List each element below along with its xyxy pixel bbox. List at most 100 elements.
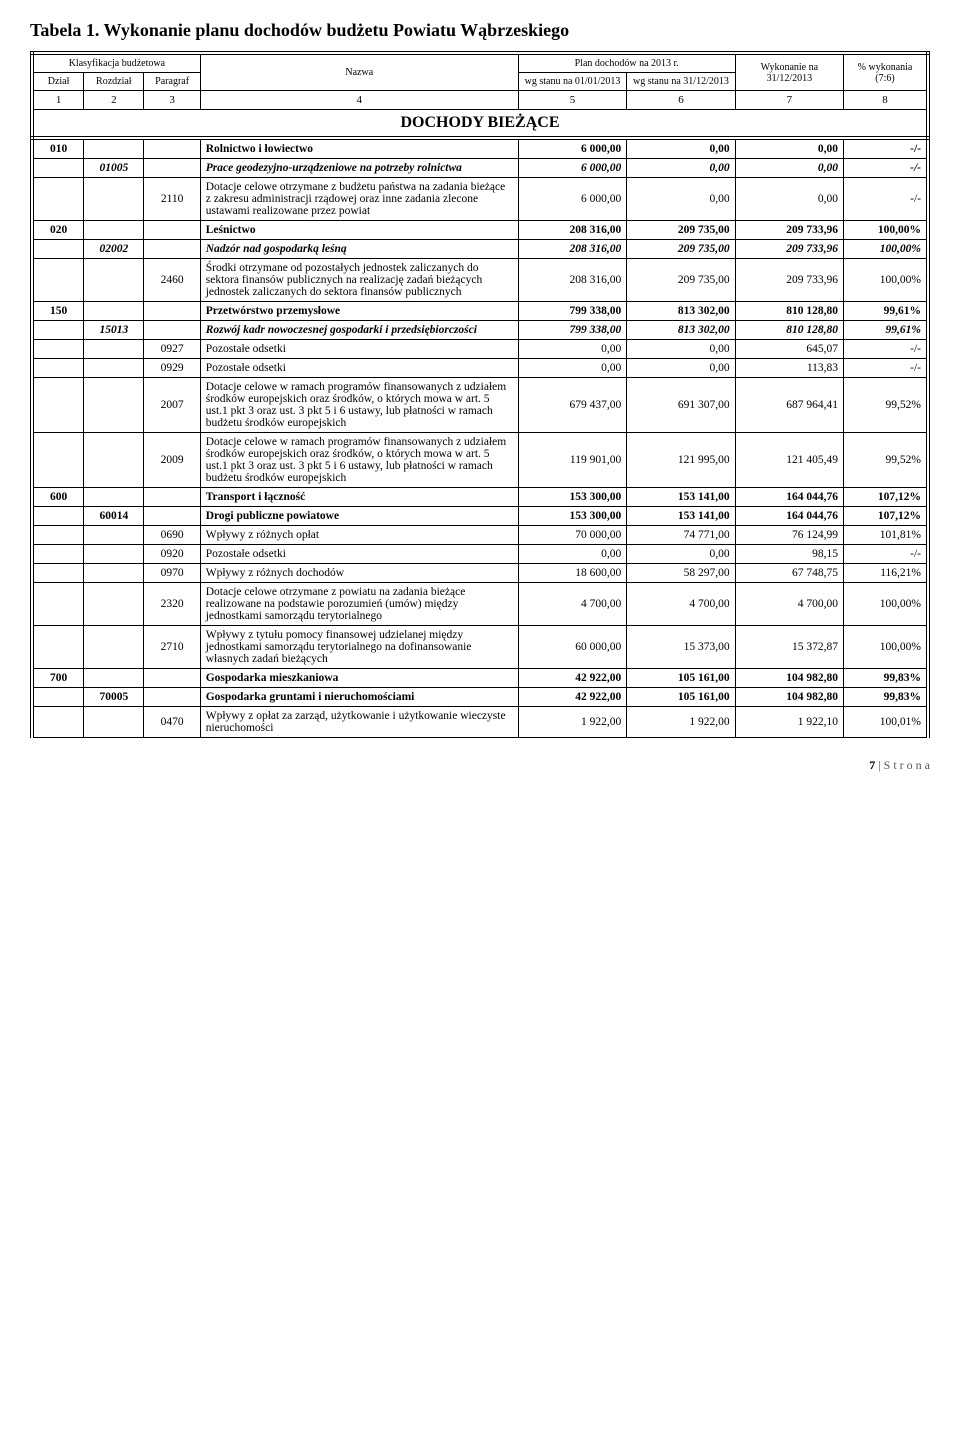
cell-pct: -/- <box>844 159 928 178</box>
cell-v3: 121 405,49 <box>735 433 843 488</box>
table-row: 020Leśnictwo208 316,00209 735,00209 733,… <box>32 221 928 240</box>
cell-dzial: 150 <box>32 302 84 321</box>
cell-v2: 15 373,00 <box>627 626 735 669</box>
cell-v1: 799 338,00 <box>518 321 626 340</box>
cell-v3: 104 982,80 <box>735 688 843 707</box>
cell-v2: 0,00 <box>627 159 735 178</box>
cell-paragraf: 0927 <box>144 340 200 359</box>
cell-rozdzial: 70005 <box>84 688 144 707</box>
cell-rozdzial <box>84 545 144 564</box>
cell-paragraf: 0920 <box>144 545 200 564</box>
cell-dzial <box>32 240 84 259</box>
cell-v3: 4 700,00 <box>735 583 843 626</box>
cell-v2: 153 141,00 <box>627 488 735 507</box>
cell-v2: 105 161,00 <box>627 688 735 707</box>
cell-v1: 60 000,00 <box>518 626 626 669</box>
cell-v1: 6 000,00 <box>518 178 626 221</box>
cell-v1: 0,00 <box>518 545 626 564</box>
table-row: 2320Dotacje celowe otrzymane z powiatu n… <box>32 583 928 626</box>
cell-v3: 164 044,76 <box>735 507 843 526</box>
cell-rozdzial <box>84 378 144 433</box>
cell-v2: 209 735,00 <box>627 221 735 240</box>
cell-nazwa: Pozostałe odsetki <box>200 340 518 359</box>
cell-v2: 0,00 <box>627 178 735 221</box>
cell-v1: 119 901,00 <box>518 433 626 488</box>
cell-pct: 101,81% <box>844 526 928 545</box>
cell-nazwa: Rozwój kadr nowoczesnej gospodarki i prz… <box>200 321 518 340</box>
cell-v2: 813 302,00 <box>627 302 735 321</box>
cell-dzial: 600 <box>32 488 84 507</box>
page-title: Tabela 1. Wykonanie planu dochodów budże… <box>30 20 930 41</box>
cell-pct: 100,01% <box>844 707 928 738</box>
table-row: 600Transport i łączność153 300,00153 141… <box>32 488 928 507</box>
cell-paragraf: 0470 <box>144 707 200 738</box>
cell-pct: 99,61% <box>844 302 928 321</box>
page-number: 7 <box>869 758 875 772</box>
table-row: 2460Środki otrzymane od pozostałych jedn… <box>32 259 928 302</box>
cell-v3: 687 964,41 <box>735 378 843 433</box>
cell-v3: 810 128,80 <box>735 321 843 340</box>
table-row: 150 Przetwórstwo przemysłowe799 338,00813… <box>32 302 928 321</box>
table-row: 2009Dotacje celowe w ramach programów fi… <box>32 433 928 488</box>
table-row: 0927Pozostałe odsetki0,000,00645,07-/- <box>32 340 928 359</box>
cell-dzial <box>32 583 84 626</box>
cell-paragraf <box>144 159 200 178</box>
cell-paragraf <box>144 302 200 321</box>
cell-v3: 0,00 <box>735 178 843 221</box>
table-row: 01005Prace geodezyjno-urządzeniowe na po… <box>32 159 928 178</box>
cell-v3: 810 128,80 <box>735 302 843 321</box>
hdr-paragraf: Paragraf <box>144 73 200 91</box>
hdr-col-5: 5 <box>518 91 626 110</box>
cell-dzial <box>32 359 84 378</box>
cell-v2: 0,00 <box>627 138 735 159</box>
table-row: 2110Dotacje celowe otrzymane z budżetu p… <box>32 178 928 221</box>
cell-nazwa: Środki otrzymane od pozostałych jednoste… <box>200 259 518 302</box>
cell-paragraf <box>144 221 200 240</box>
cell-paragraf <box>144 688 200 707</box>
cell-v2: 813 302,00 <box>627 321 735 340</box>
cell-v2: 0,00 <box>627 359 735 378</box>
cell-pct: 107,12% <box>844 507 928 526</box>
cell-nazwa: Wpływy z opłat za zarząd, użytkowanie i … <box>200 707 518 738</box>
cell-nazwa: Wpływy z różnych dochodów <box>200 564 518 583</box>
hdr-wykonanie: Wykonanie na 31/12/2013 <box>735 53 843 91</box>
cell-v2: 209 735,00 <box>627 240 735 259</box>
cell-rozdzial <box>84 626 144 669</box>
cell-v2: 691 307,00 <box>627 378 735 433</box>
section-header: DOCHODY BIEŻĄCE <box>32 110 928 139</box>
cell-v2: 4 700,00 <box>627 583 735 626</box>
table-row: 0690Wpływy z różnych opłat70 000,0074 77… <box>32 526 928 545</box>
cell-nazwa: Wpływy z różnych opłat <box>200 526 518 545</box>
hdr-percent: % wykonania (7:6) <box>844 53 928 91</box>
cell-nazwa: Nadzór nad gospodarką leśną <box>200 240 518 259</box>
cell-v3: 0,00 <box>735 159 843 178</box>
cell-pct: 100,00% <box>844 240 928 259</box>
cell-v3: 76 124,99 <box>735 526 843 545</box>
cell-rozdzial <box>84 669 144 688</box>
cell-paragraf: 0970 <box>144 564 200 583</box>
cell-dzial <box>32 688 84 707</box>
cell-v1: 679 437,00 <box>518 378 626 433</box>
cell-nazwa: Drogi publiczne powiatowe <box>200 507 518 526</box>
budget-table: Klasyfikacja budżetowa Nazwa Plan dochod… <box>30 51 930 738</box>
cell-v2: 153 141,00 <box>627 507 735 526</box>
cell-paragraf <box>144 488 200 507</box>
cell-v1: 208 316,00 <box>518 221 626 240</box>
cell-paragraf: 2460 <box>144 259 200 302</box>
cell-dzial <box>32 526 84 545</box>
cell-v1: 799 338,00 <box>518 302 626 321</box>
cell-pct: 100,00% <box>844 259 928 302</box>
cell-pct: -/- <box>844 178 928 221</box>
cell-nazwa: Pozostałe odsetki <box>200 545 518 564</box>
cell-nazwa: Dotacje celowe w ramach programów finans… <box>200 378 518 433</box>
hdr-klasyfikacja: Klasyfikacja budżetowa <box>32 53 200 73</box>
cell-v1: 208 316,00 <box>518 259 626 302</box>
cell-dzial <box>32 545 84 564</box>
cell-dzial <box>32 707 84 738</box>
cell-pct: 99,52% <box>844 378 928 433</box>
cell-nazwa: Przetwórstwo przemysłowe <box>200 302 518 321</box>
cell-paragraf: 2009 <box>144 433 200 488</box>
cell-dzial <box>32 321 84 340</box>
cell-nazwa: Wpływy z tytułu pomocy finansowej udziel… <box>200 626 518 669</box>
cell-v2: 209 735,00 <box>627 259 735 302</box>
